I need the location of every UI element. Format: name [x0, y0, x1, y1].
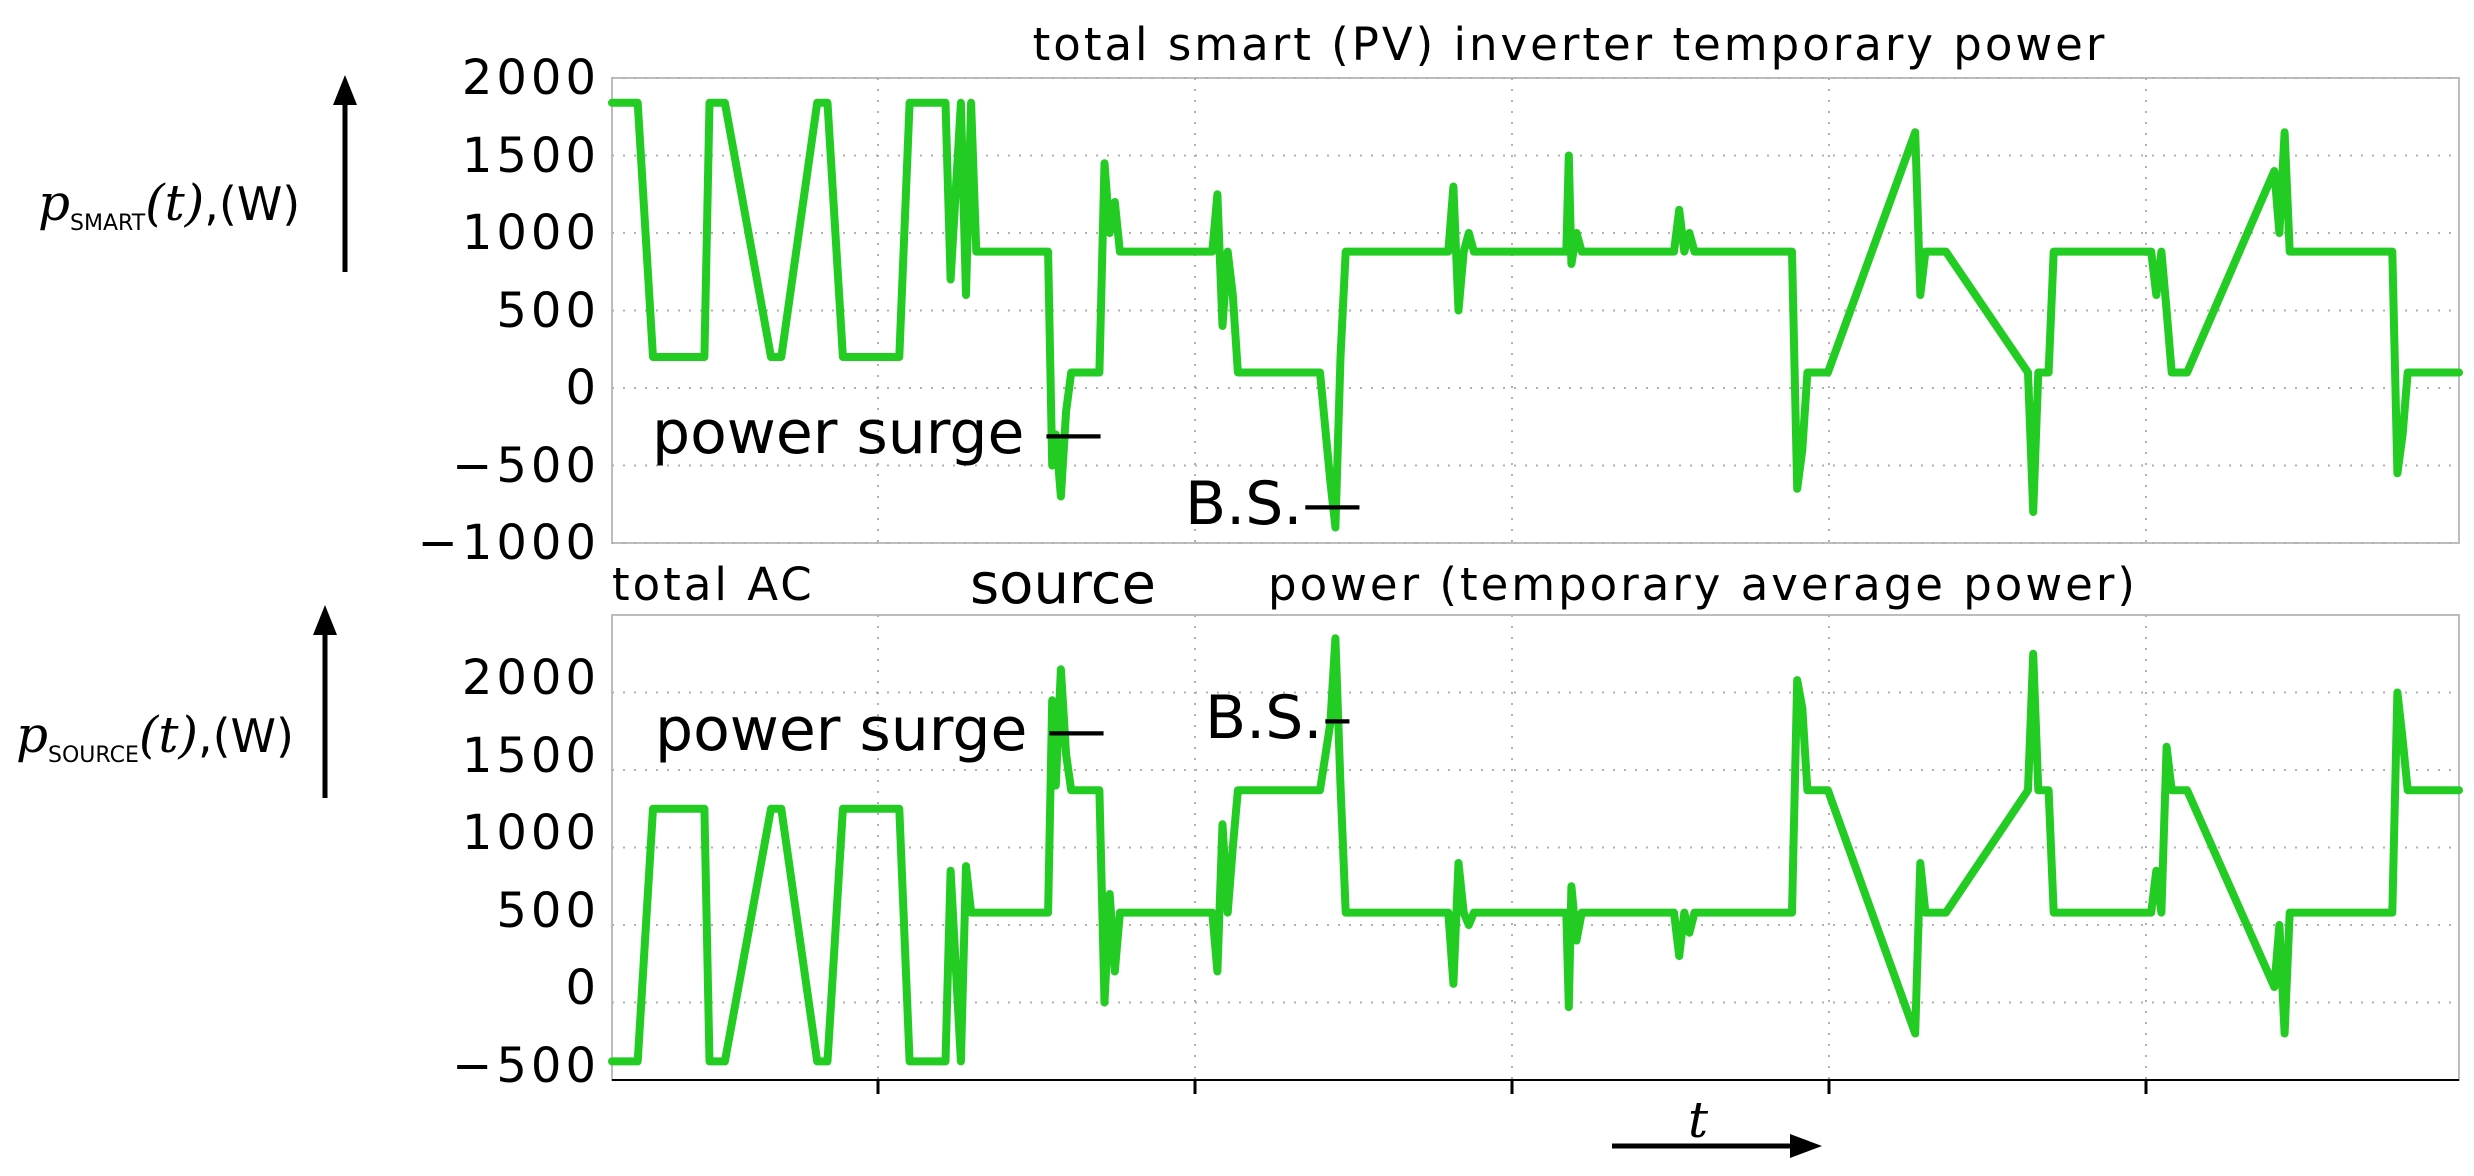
plot-frame-smart — [611, 77, 2460, 544]
annotation-power-surge-source: power surge — — [655, 695, 1107, 765]
y-tick-label: 2000 — [462, 50, 600, 106]
y-label-subscript: SMART — [70, 211, 146, 236]
y-tick-label: −1000 — [418, 515, 600, 571]
y-label-arg: (t) — [139, 706, 198, 764]
svg-text:pSMART(t),(W): pSMART(t),(W) — [38, 174, 300, 236]
panel-title-source-part3: power (temporary average power) — [1268, 558, 2138, 611]
x-axis-label-group: t — [1612, 1091, 1822, 1158]
y-label-unit: ,(W) — [198, 709, 294, 763]
annotation-bs-source: B.S.– — [1205, 683, 1352, 753]
y-tick-label: 0 — [565, 960, 600, 1016]
panel-title-smart: total smart (PV) inverter temporary powe… — [1033, 18, 2108, 71]
y-tick-label: 1500 — [462, 128, 600, 184]
series-line-smart — [608, 98, 2463, 532]
y-axis-label-smart: pSMART(t),(W) — [38, 75, 357, 272]
y-tick-label: 1500 — [462, 728, 600, 784]
y-label-arg: (t) — [145, 174, 204, 232]
y-label-symbol: p — [38, 174, 70, 232]
panel-title-source-part2: source — [970, 552, 1156, 617]
x-axis-label: t — [1688, 1091, 1709, 1149]
y-tick-label: 0 — [565, 360, 600, 416]
panel-source: total AC source power (temporary average… — [16, 552, 2463, 1158]
y-tick-label: 500 — [496, 283, 600, 339]
svg-text:pSOURCE(t),(W): pSOURCE(t),(W) — [16, 706, 294, 768]
y-tick-label: −500 — [452, 438, 600, 494]
series-line-source — [608, 634, 2463, 1066]
plot-frame-source — [611, 614, 2460, 1081]
y-axis-label-source: pSOURCE(t),(W) — [16, 605, 337, 798]
grid-smart — [612, 77, 2459, 544]
y-label-unit: ,(W) — [204, 177, 300, 231]
panel-title-source-part1: total AC — [612, 558, 815, 611]
annotation-power-surge-smart: power surge — — [652, 398, 1104, 468]
y-arrow-up-icon — [313, 605, 337, 798]
y-tick-label: −500 — [452, 1038, 600, 1094]
x-arrow-right-icon — [1612, 1134, 1822, 1158]
y-label-subscript: SOURCE — [48, 743, 139, 768]
y-arrow-up-icon — [333, 75, 357, 272]
annotation-bs-smart: B.S.— — [1185, 469, 1362, 539]
y-label-symbol: p — [16, 706, 48, 764]
grid-source — [612, 615, 2459, 1081]
y-tick-label: 2000 — [462, 650, 600, 706]
panel-smart-inverter: total smart (PV) inverter temporary powe… — [38, 18, 2463, 571]
y-tick-label: 1000 — [462, 805, 600, 861]
y-tick-label: 1000 — [462, 205, 600, 261]
y-tick-label: 500 — [496, 883, 600, 939]
